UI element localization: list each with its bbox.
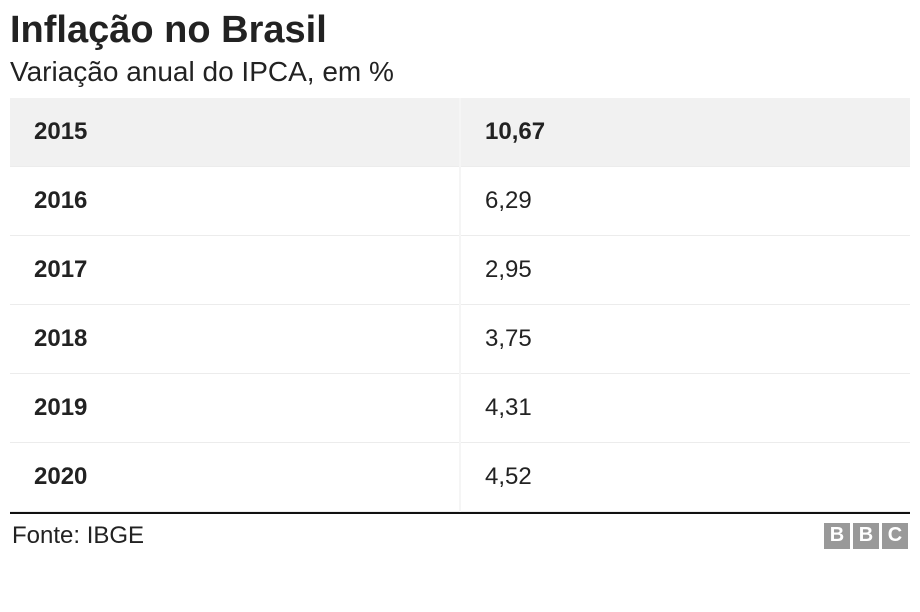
table-row: 2015 10,67 — [10, 98, 910, 167]
table-row: 2018 3,75 — [10, 304, 910, 373]
year-cell: 2016 — [10, 166, 460, 235]
table-row: 2016 6,29 — [10, 166, 910, 235]
bbc-logo-box: B — [824, 523, 850, 549]
source-label: Fonte: IBGE — [12, 522, 144, 550]
value-cell: 10,67 — [460, 98, 910, 167]
table-row: 2017 2,95 — [10, 235, 910, 304]
value-cell: 2,95 — [460, 235, 910, 304]
inflation-table: 2015 10,67 2016 6,29 2017 2,95 2018 3,75… — [10, 98, 910, 512]
table-row: 2020 4,52 — [10, 442, 910, 511]
bbc-logo-box: C — [882, 523, 908, 549]
table-row: 2019 4,31 — [10, 373, 910, 442]
page-subtitle: Variação anual do IPCA, em % — [10, 56, 910, 88]
year-cell: 2018 — [10, 304, 460, 373]
bbc-logo-box: B — [853, 523, 879, 549]
value-cell: 4,52 — [460, 442, 910, 511]
inflation-table-body: 2015 10,67 2016 6,29 2017 2,95 2018 3,75… — [10, 98, 910, 512]
value-cell: 3,75 — [460, 304, 910, 373]
value-cell: 4,31 — [460, 373, 910, 442]
value-cell: 6,29 — [460, 166, 910, 235]
year-cell: 2020 — [10, 442, 460, 511]
year-cell: 2015 — [10, 98, 460, 167]
bbc-logo: B B C — [824, 523, 908, 549]
footer: Fonte: IBGE B B C — [10, 512, 910, 550]
year-cell: 2017 — [10, 235, 460, 304]
page-title: Inflação no Brasil — [10, 8, 910, 54]
year-cell: 2019 — [10, 373, 460, 442]
